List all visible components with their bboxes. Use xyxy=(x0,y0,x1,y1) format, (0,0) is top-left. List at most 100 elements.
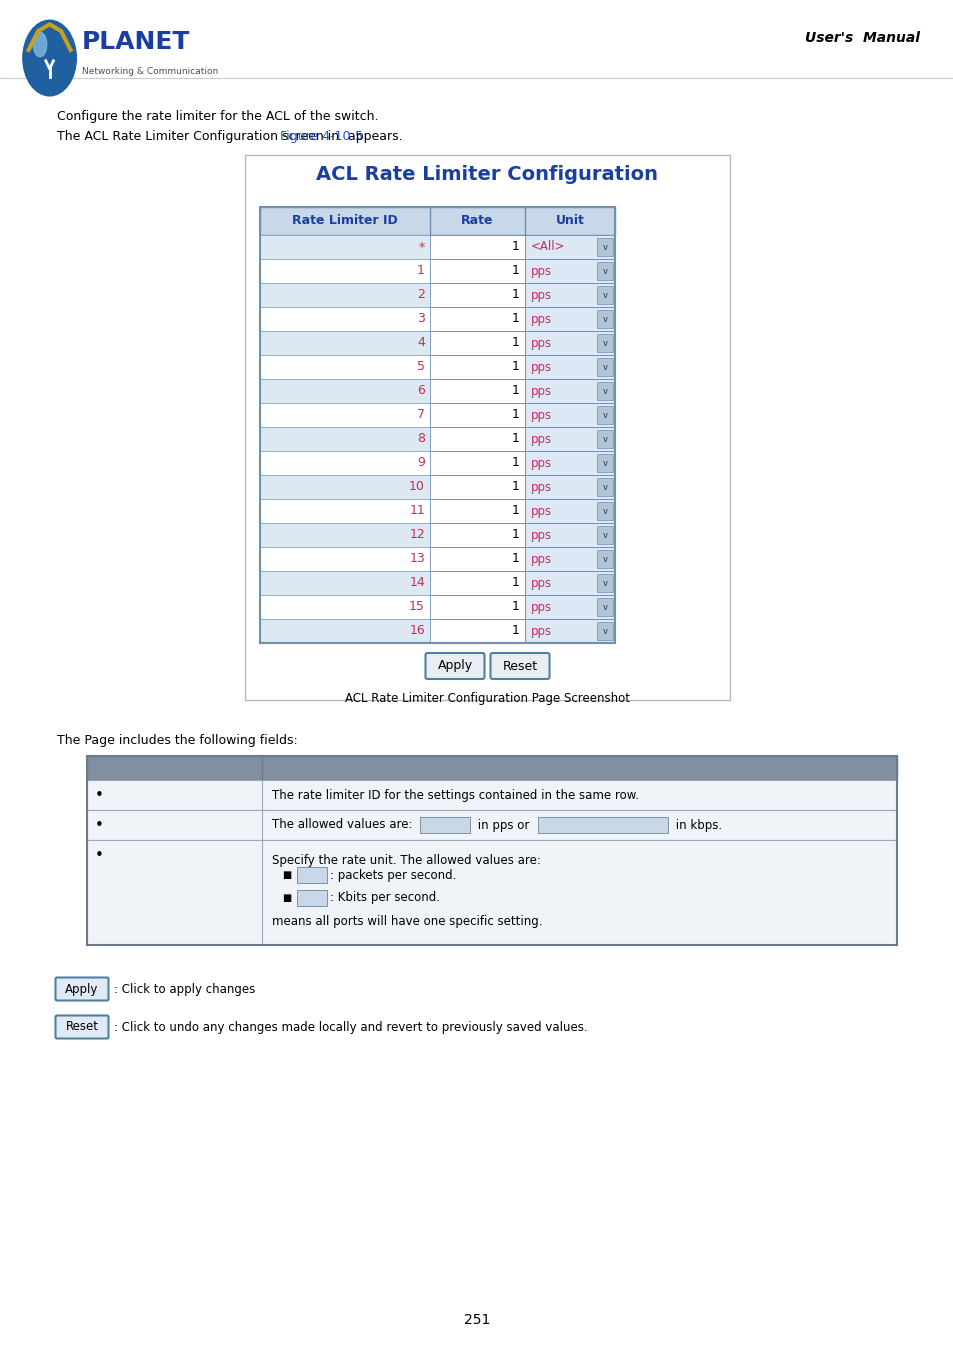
Text: Rate: Rate xyxy=(460,215,494,228)
Bar xyxy=(430,404,524,427)
Bar xyxy=(430,379,524,404)
Text: pps: pps xyxy=(531,289,552,301)
Text: •: • xyxy=(94,818,103,833)
FancyBboxPatch shape xyxy=(425,653,484,679)
Bar xyxy=(260,284,430,306)
Bar xyxy=(260,331,430,355)
FancyBboxPatch shape xyxy=(490,653,549,679)
Text: 12: 12 xyxy=(409,528,424,541)
Bar xyxy=(524,331,615,355)
Bar xyxy=(260,571,430,595)
Text: 5: 5 xyxy=(416,360,424,374)
Bar xyxy=(260,547,430,571)
Text: 1: 1 xyxy=(512,601,519,613)
Text: 7: 7 xyxy=(416,409,424,421)
Bar xyxy=(597,286,613,304)
Bar xyxy=(597,333,613,352)
Text: 1: 1 xyxy=(512,481,519,494)
Text: 1: 1 xyxy=(512,360,519,374)
Text: v: v xyxy=(602,602,607,612)
Text: pps: pps xyxy=(531,552,552,566)
Bar xyxy=(524,404,615,427)
Text: v: v xyxy=(602,339,607,347)
Text: v: v xyxy=(602,506,607,516)
Bar xyxy=(597,406,613,424)
Bar xyxy=(524,306,615,331)
Text: pps: pps xyxy=(531,601,552,613)
Bar xyxy=(87,810,896,840)
Bar xyxy=(524,355,615,379)
Text: 6: 6 xyxy=(416,385,424,397)
Text: 15: 15 xyxy=(409,601,424,613)
Text: pps: pps xyxy=(531,360,552,374)
Bar xyxy=(597,238,613,256)
Text: pps: pps xyxy=(531,385,552,397)
Text: •: • xyxy=(94,787,103,802)
Text: v: v xyxy=(602,531,607,540)
Bar xyxy=(87,780,896,810)
Text: pps: pps xyxy=(531,456,552,470)
Text: ■: ■ xyxy=(282,892,292,903)
Bar xyxy=(260,355,430,379)
Bar xyxy=(430,331,524,355)
Bar xyxy=(260,620,430,643)
Bar xyxy=(430,451,524,475)
Text: 1: 1 xyxy=(512,385,519,397)
Text: The Page includes the following fields:: The Page includes the following fields: xyxy=(57,734,297,747)
Bar xyxy=(597,310,613,328)
Text: pps: pps xyxy=(531,409,552,421)
Text: v: v xyxy=(602,386,607,396)
Bar xyxy=(260,522,430,547)
Text: 9: 9 xyxy=(416,456,424,470)
Text: 1: 1 xyxy=(416,265,424,278)
Text: pps: pps xyxy=(531,265,552,278)
Text: pps: pps xyxy=(531,625,552,637)
Bar xyxy=(430,475,524,500)
Bar xyxy=(430,547,524,571)
Text: v: v xyxy=(602,266,607,275)
Bar xyxy=(430,595,524,620)
Text: in kbps.: in kbps. xyxy=(671,818,721,832)
Text: *: * xyxy=(418,240,424,254)
Bar xyxy=(524,284,615,306)
Bar xyxy=(296,867,327,883)
Bar xyxy=(524,571,615,595)
Text: 1: 1 xyxy=(512,576,519,590)
Text: The ACL Rate Limiter Configuration screen in: The ACL Rate Limiter Configuration scree… xyxy=(57,130,343,143)
Bar xyxy=(430,259,524,284)
Bar xyxy=(597,262,613,279)
Text: 1: 1 xyxy=(512,528,519,541)
Bar xyxy=(430,620,524,643)
Text: 1: 1 xyxy=(512,336,519,350)
Bar xyxy=(430,522,524,547)
Text: Rate Limiter ID: Rate Limiter ID xyxy=(292,215,397,228)
Text: Networking & Communication: Networking & Communication xyxy=(82,68,218,76)
Circle shape xyxy=(23,20,76,96)
Bar xyxy=(524,235,615,259)
Bar xyxy=(524,547,615,571)
Bar xyxy=(597,502,613,520)
Bar xyxy=(537,817,667,833)
Bar xyxy=(597,431,613,448)
Ellipse shape xyxy=(33,32,47,57)
Text: means all ports will have one specific setting.: means all ports will have one specific s… xyxy=(272,915,542,929)
Bar xyxy=(260,427,430,451)
Bar xyxy=(597,549,613,568)
FancyBboxPatch shape xyxy=(55,977,109,1000)
Bar xyxy=(524,500,615,522)
Text: pps: pps xyxy=(531,336,552,350)
Text: <All>: <All> xyxy=(531,240,565,254)
Text: 251: 251 xyxy=(463,1314,490,1327)
Text: PLANET: PLANET xyxy=(82,30,191,54)
Bar xyxy=(260,475,430,500)
Text: 1: 1 xyxy=(512,312,519,325)
Text: : Click to apply changes: : Click to apply changes xyxy=(113,983,255,995)
Text: Figure 4-10-5: Figure 4-10-5 xyxy=(279,130,362,143)
Text: Apply: Apply xyxy=(437,660,472,672)
Text: v: v xyxy=(602,459,607,467)
Bar xyxy=(260,207,615,235)
Text: Configure the rate limiter for the ACL of the switch.: Configure the rate limiter for the ACL o… xyxy=(57,109,378,123)
Text: User's  Manual: User's Manual xyxy=(804,31,919,45)
Text: : Kbits per second.: : Kbits per second. xyxy=(330,891,439,904)
Text: ■: ■ xyxy=(282,869,292,880)
